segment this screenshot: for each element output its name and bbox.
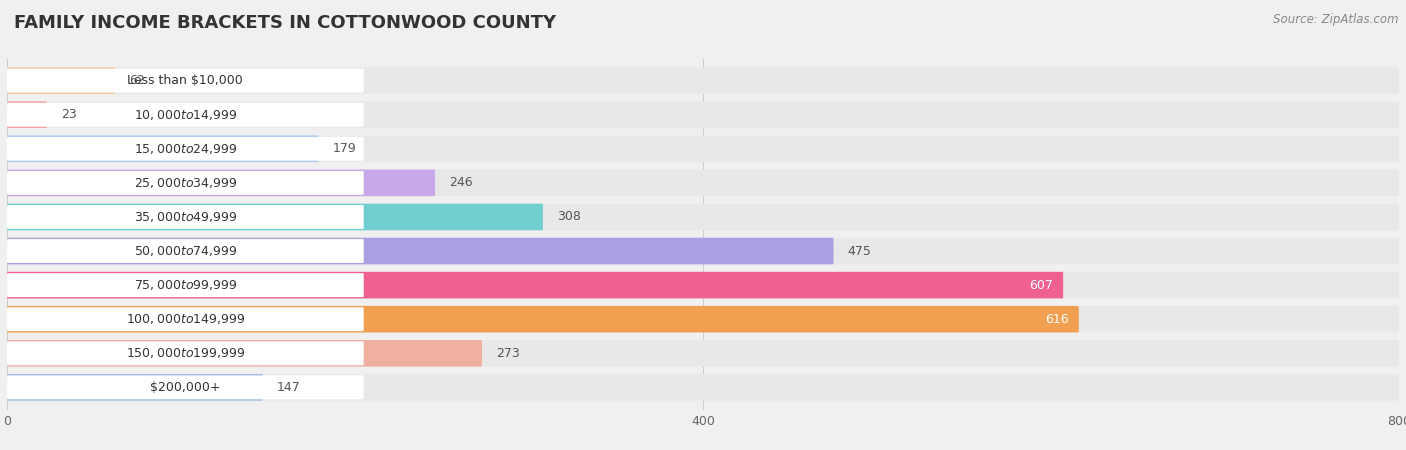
Text: 62: 62 [129,74,145,87]
FancyBboxPatch shape [7,68,1399,94]
FancyBboxPatch shape [7,204,1399,230]
Text: $15,000 to $24,999: $15,000 to $24,999 [134,142,238,156]
FancyBboxPatch shape [7,238,1399,264]
Text: 246: 246 [449,176,472,189]
Text: 616: 616 [1045,313,1069,326]
Text: Source: ZipAtlas.com: Source: ZipAtlas.com [1274,14,1399,27]
Text: $25,000 to $34,999: $25,000 to $34,999 [134,176,238,190]
Text: $100,000 to $149,999: $100,000 to $149,999 [125,312,245,326]
Text: $75,000 to $99,999: $75,000 to $99,999 [134,278,238,292]
Text: 475: 475 [848,244,872,257]
FancyBboxPatch shape [7,273,364,297]
FancyBboxPatch shape [7,306,1078,333]
FancyBboxPatch shape [7,135,1399,162]
FancyBboxPatch shape [7,342,364,365]
Text: 607: 607 [1029,279,1053,292]
FancyBboxPatch shape [7,101,46,128]
Text: $50,000 to $74,999: $50,000 to $74,999 [134,244,238,258]
FancyBboxPatch shape [7,340,482,367]
FancyBboxPatch shape [7,135,319,162]
FancyBboxPatch shape [7,101,1399,128]
Text: 308: 308 [557,211,581,224]
Text: FAMILY INCOME BRACKETS IN COTTONWOOD COUNTY: FAMILY INCOME BRACKETS IN COTTONWOOD COU… [14,14,557,32]
Text: 23: 23 [60,108,77,121]
Text: $10,000 to $14,999: $10,000 to $14,999 [134,108,238,122]
Text: 147: 147 [277,381,301,394]
FancyBboxPatch shape [7,171,364,195]
FancyBboxPatch shape [7,238,834,264]
FancyBboxPatch shape [7,272,1399,298]
FancyBboxPatch shape [7,307,364,331]
FancyBboxPatch shape [7,170,434,196]
FancyBboxPatch shape [7,103,364,126]
Text: 273: 273 [496,347,520,360]
FancyBboxPatch shape [7,204,543,230]
FancyBboxPatch shape [7,374,263,400]
FancyBboxPatch shape [7,205,364,229]
Text: Less than $10,000: Less than $10,000 [128,74,243,87]
FancyBboxPatch shape [7,239,364,263]
Text: 179: 179 [332,142,356,155]
Text: $150,000 to $199,999: $150,000 to $199,999 [125,346,245,360]
Text: $200,000+: $200,000+ [150,381,221,394]
FancyBboxPatch shape [7,306,1399,333]
FancyBboxPatch shape [7,68,115,94]
FancyBboxPatch shape [7,69,364,93]
Text: $35,000 to $49,999: $35,000 to $49,999 [134,210,238,224]
FancyBboxPatch shape [7,340,1399,367]
FancyBboxPatch shape [7,137,364,161]
FancyBboxPatch shape [7,170,1399,196]
FancyBboxPatch shape [7,375,364,399]
FancyBboxPatch shape [7,272,1063,298]
FancyBboxPatch shape [7,374,1399,400]
